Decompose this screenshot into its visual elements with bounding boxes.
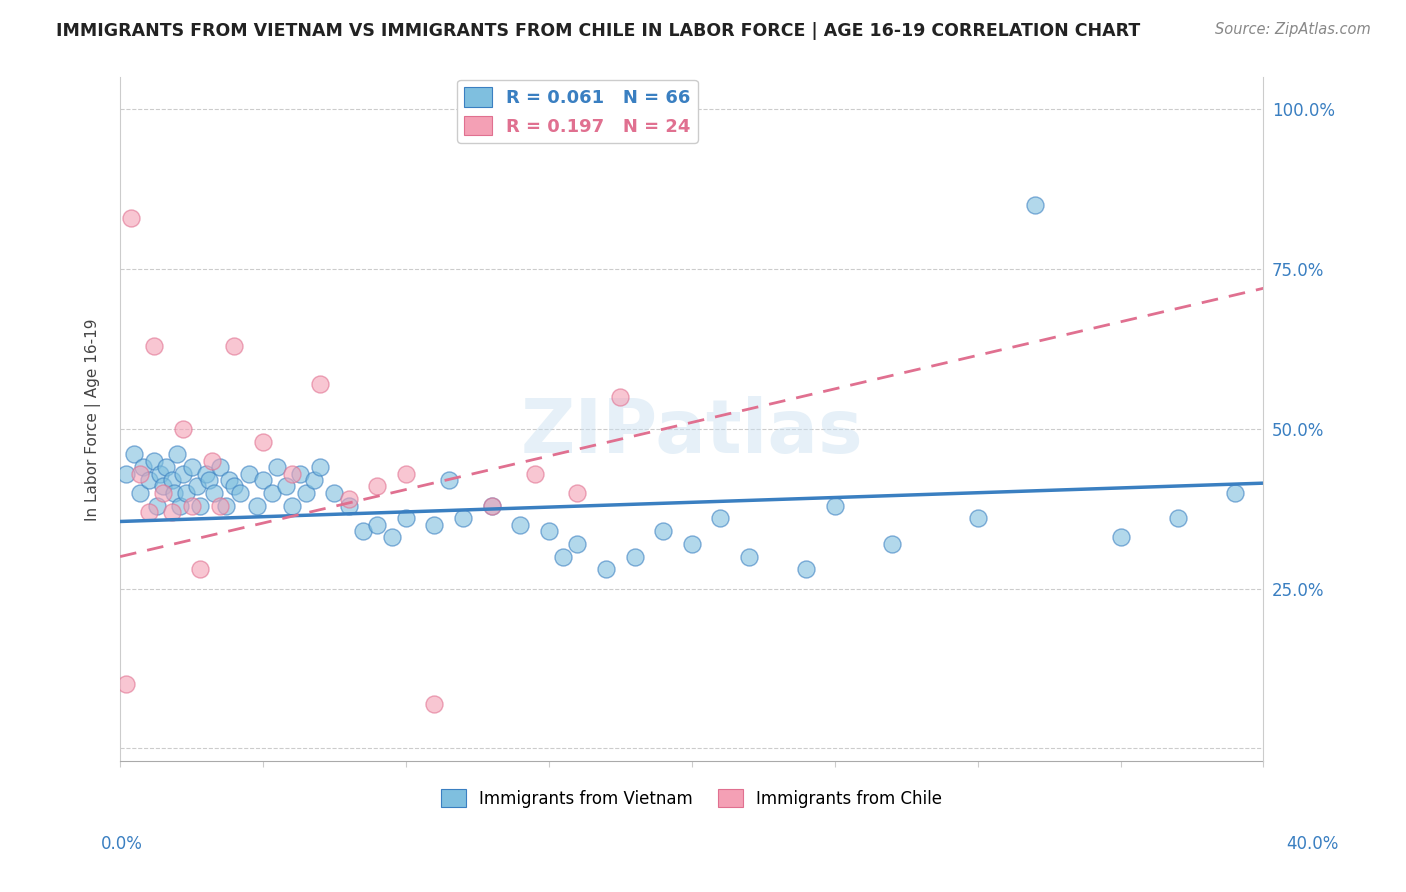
Point xyxy=(129,467,152,481)
Point xyxy=(229,485,252,500)
Point xyxy=(246,499,269,513)
Point xyxy=(609,390,631,404)
Point xyxy=(437,473,460,487)
Point xyxy=(238,467,260,481)
Point xyxy=(366,517,388,532)
Point xyxy=(209,460,232,475)
Y-axis label: In Labor Force | Age 16-19: In Labor Force | Age 16-19 xyxy=(86,318,101,521)
Text: 40.0%: 40.0% xyxy=(1286,835,1339,853)
Point xyxy=(523,467,546,481)
Point xyxy=(215,499,238,513)
Point xyxy=(423,697,446,711)
Point xyxy=(152,479,174,493)
Point xyxy=(152,485,174,500)
Point xyxy=(194,467,217,481)
Point xyxy=(280,499,302,513)
Point xyxy=(595,562,617,576)
Point xyxy=(197,473,219,487)
Point xyxy=(481,499,503,513)
Point xyxy=(138,505,160,519)
Point xyxy=(149,467,172,481)
Point xyxy=(451,511,474,525)
Point xyxy=(172,467,194,481)
Point xyxy=(623,549,645,564)
Point xyxy=(163,485,186,500)
Point xyxy=(681,537,703,551)
Point xyxy=(537,524,560,538)
Point xyxy=(1024,198,1046,212)
Text: ZIPatlas: ZIPatlas xyxy=(520,396,863,469)
Point xyxy=(304,473,326,487)
Point xyxy=(309,460,332,475)
Point xyxy=(252,473,274,487)
Point xyxy=(200,454,222,468)
Point xyxy=(132,460,155,475)
Point xyxy=(146,499,169,513)
Point xyxy=(186,479,208,493)
Point xyxy=(880,537,903,551)
Point xyxy=(395,467,418,481)
Point xyxy=(202,485,225,500)
Point xyxy=(295,485,318,500)
Point xyxy=(224,339,246,353)
Point xyxy=(143,454,166,468)
Point xyxy=(509,517,531,532)
Point xyxy=(794,562,817,576)
Point xyxy=(366,479,388,493)
Point xyxy=(114,677,136,691)
Point xyxy=(124,447,146,461)
Point xyxy=(1167,511,1189,525)
Point xyxy=(224,479,246,493)
Legend: Immigrants from Vietnam, Immigrants from Chile: Immigrants from Vietnam, Immigrants from… xyxy=(434,782,949,814)
Point xyxy=(166,447,188,461)
Point xyxy=(274,479,297,493)
Point xyxy=(567,485,589,500)
Point xyxy=(143,339,166,353)
Point xyxy=(1223,485,1246,500)
Point xyxy=(1109,531,1132,545)
Point xyxy=(218,473,240,487)
Point xyxy=(395,511,418,525)
Point xyxy=(280,467,302,481)
Point xyxy=(180,499,202,513)
Point xyxy=(160,473,183,487)
Point xyxy=(423,517,446,532)
Point xyxy=(966,511,988,525)
Point xyxy=(114,467,136,481)
Point xyxy=(160,505,183,519)
Point xyxy=(174,485,197,500)
Point xyxy=(567,537,589,551)
Point xyxy=(169,499,191,513)
Text: Source: ZipAtlas.com: Source: ZipAtlas.com xyxy=(1215,22,1371,37)
Point xyxy=(652,524,675,538)
Point xyxy=(352,524,374,538)
Point xyxy=(260,485,283,500)
Point xyxy=(709,511,731,525)
Point xyxy=(266,460,288,475)
Point xyxy=(252,434,274,449)
Point xyxy=(288,467,311,481)
Point xyxy=(309,377,332,392)
Point xyxy=(121,211,143,225)
Point xyxy=(337,492,360,507)
Point xyxy=(209,499,232,513)
Point xyxy=(381,531,404,545)
Point xyxy=(129,485,152,500)
Point xyxy=(180,460,202,475)
Point xyxy=(188,499,211,513)
Point xyxy=(155,460,177,475)
Point xyxy=(481,499,503,513)
Point xyxy=(323,485,346,500)
Point xyxy=(138,473,160,487)
Point xyxy=(188,562,211,576)
Point xyxy=(738,549,761,564)
Point xyxy=(824,499,846,513)
Text: IMMIGRANTS FROM VIETNAM VS IMMIGRANTS FROM CHILE IN LABOR FORCE | AGE 16-19 CORR: IMMIGRANTS FROM VIETNAM VS IMMIGRANTS FR… xyxy=(56,22,1140,40)
Point xyxy=(553,549,575,564)
Point xyxy=(337,499,360,513)
Text: 0.0%: 0.0% xyxy=(101,835,143,853)
Point xyxy=(172,422,194,436)
